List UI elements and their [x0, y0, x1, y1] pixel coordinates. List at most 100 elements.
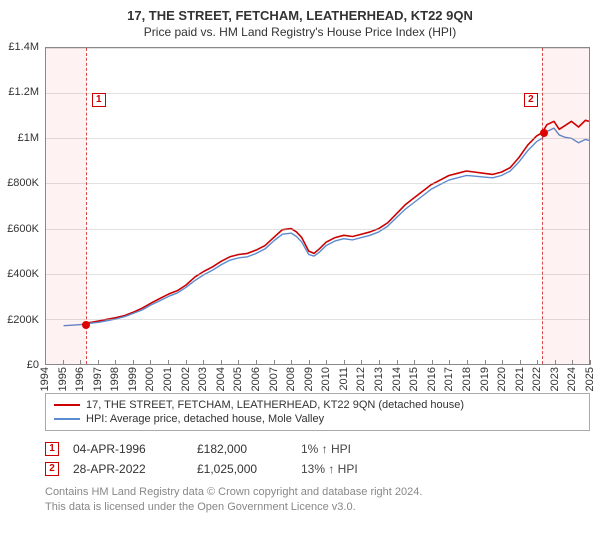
sale-point-dot: [540, 129, 548, 137]
x-tick: [168, 360, 169, 365]
x-tick: [45, 360, 46, 365]
x-tick: [361, 360, 362, 365]
copyright-line2: This data is licensed under the Open Gov…: [45, 500, 590, 515]
x-tick: [326, 360, 327, 365]
y-axis-label: £0: [27, 359, 39, 371]
legend-row: HPI: Average price, detached house, Mole…: [54, 412, 581, 426]
x-axis-label: 1999: [127, 367, 139, 391]
x-tick: [449, 360, 450, 365]
x-axis-label: 2007: [268, 367, 280, 391]
x-tick: [115, 360, 116, 365]
sale-price: £182,000: [197, 442, 287, 456]
x-tick: [238, 360, 239, 365]
x-tick: [63, 360, 64, 365]
y-gridline: [46, 93, 589, 94]
y-axis-label: £400K: [7, 268, 39, 280]
legend-row: 17, THE STREET, FETCHAM, LEATHERHEAD, KT…: [54, 398, 581, 412]
x-axis-label: 2002: [180, 367, 192, 391]
x-axis-label: 2019: [479, 367, 491, 391]
sale-marker-box: 1: [92, 93, 106, 107]
x-tick: [520, 360, 521, 365]
x-axis-label: 2008: [285, 367, 297, 391]
x-tick: [150, 360, 151, 365]
x-axis-label: 2022: [531, 367, 543, 391]
x-tick: [485, 360, 486, 365]
sale-info-row: 1 04-APR-1996 £182,000 1% ↑ HPI: [45, 439, 590, 459]
x-tick: [379, 360, 380, 365]
x-axis-label: 1997: [92, 367, 104, 391]
legend-swatch: [54, 404, 80, 406]
x-tick: [397, 360, 398, 365]
x-tick: [133, 360, 134, 365]
y-gridline: [46, 138, 589, 139]
x-axis-label: 2017: [443, 367, 455, 391]
sale-point-dot: [82, 321, 90, 329]
x-tick: [432, 360, 433, 365]
x-axis-label: 2003: [197, 367, 209, 391]
extrapolation-tint: [542, 48, 589, 364]
x-axis-label: 2016: [426, 367, 438, 391]
series-line: [86, 120, 589, 323]
x-axis-label: 2010: [320, 367, 332, 391]
x-axis-label: 2014: [391, 367, 403, 391]
copyright-text: Contains HM Land Registry data © Crown c…: [45, 485, 590, 515]
x-axis-label: 2009: [303, 367, 315, 391]
x-axis-label: 2012: [355, 367, 367, 391]
y-gridline: [46, 183, 589, 184]
x-tick: [572, 360, 573, 365]
y-axis-label: £1M: [18, 132, 39, 144]
y-axis-label: £1.4M: [8, 41, 39, 53]
x-axis-label: 2013: [373, 367, 385, 391]
x-axis-label: 1996: [74, 367, 86, 391]
x-tick: [221, 360, 222, 365]
y-axis-label: £800K: [7, 177, 39, 189]
y-gridline: [46, 364, 589, 365]
line-series-svg: [46, 48, 589, 364]
copyright-line1: Contains HM Land Registry data © Crown c…: [45, 485, 590, 500]
legend-label: HPI: Average price, detached house, Mole…: [86, 413, 324, 425]
x-axis-label: 2004: [215, 367, 227, 391]
x-axis-label: 1995: [57, 367, 69, 391]
sale-marker-line: [542, 48, 543, 364]
y-axis-label: £200K: [7, 314, 39, 326]
sale-marker-box: 2: [524, 93, 538, 107]
x-tick: [344, 360, 345, 365]
sale-date: 04-APR-1996: [73, 442, 183, 456]
y-gridline: [46, 48, 589, 49]
series-line: [64, 128, 589, 326]
x-tick: [274, 360, 275, 365]
legend-box: 17, THE STREET, FETCHAM, LEATHERHEAD, KT…: [45, 393, 590, 431]
sale-info-row: 228-APR-2022£1,025,00013% ↑ HPI: [45, 459, 590, 479]
x-axis-label: 2006: [250, 367, 262, 391]
legend-swatch: [54, 418, 80, 420]
x-tick: [80, 360, 81, 365]
sale-price: £1,025,000: [197, 462, 287, 476]
x-tick: [291, 360, 292, 365]
y-gridline: [46, 319, 589, 320]
x-axis-label: 2015: [408, 367, 420, 391]
y-gridline: [46, 229, 589, 230]
sale-hpi-delta: 13% ↑ HPI: [301, 462, 358, 476]
x-axis-label: 1994: [39, 367, 51, 391]
x-tick: [537, 360, 538, 365]
x-tick: [502, 360, 503, 365]
x-tick: [555, 360, 556, 365]
x-axis-label: 2025: [584, 367, 596, 391]
x-axis-label: 2000: [144, 367, 156, 391]
chart-title-area: 17, THE STREET, FETCHAM, LEATHERHEAD, KT…: [0, 0, 600, 43]
x-tick: [98, 360, 99, 365]
legend-label: 17, THE STREET, FETCHAM, LEATHERHEAD, KT…: [86, 399, 464, 411]
sale-hpi-delta: 1% ↑ HPI: [301, 442, 351, 456]
x-axis-label: 2001: [162, 367, 174, 391]
sale-marker-ref: 1: [45, 442, 59, 456]
sale-marker-line: [86, 48, 87, 364]
chart-title: 17, THE STREET, FETCHAM, LEATHERHEAD, KT…: [10, 8, 590, 23]
plot-area: 12: [45, 47, 590, 365]
sale-info-rows: 104-APR-1996£182,0001% ↑ HPI228-APR-2022…: [45, 439, 590, 479]
chart-area: 12 £0£200K£400K£600K£800K£1M£1.2M£1.4M19…: [45, 47, 590, 387]
x-axis-label: 2005: [232, 367, 244, 391]
x-tick: [309, 360, 310, 365]
x-tick: [186, 360, 187, 365]
chart-subtitle: Price paid vs. HM Land Registry's House …: [10, 25, 590, 39]
sale-date: 28-APR-2022: [73, 462, 183, 476]
